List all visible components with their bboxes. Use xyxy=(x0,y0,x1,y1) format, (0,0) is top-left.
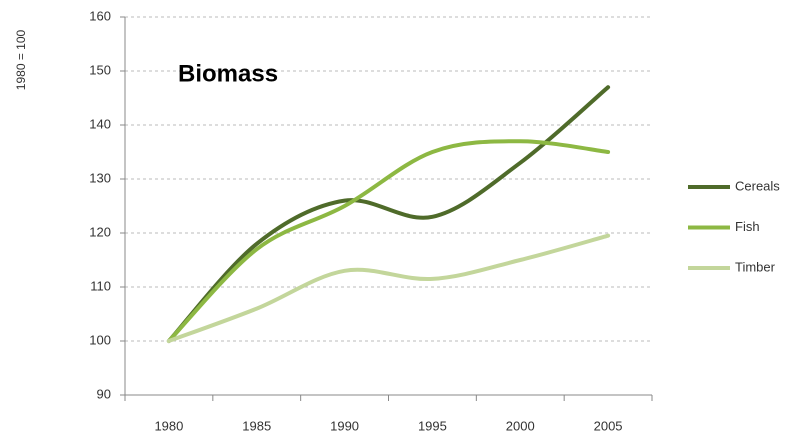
x-tick-label: 2005 xyxy=(594,418,623,433)
y-tick-label: 100 xyxy=(89,332,111,347)
y-tick-label: 120 xyxy=(89,224,111,239)
legend-label: Timber xyxy=(735,259,776,274)
chart-title: Biomass xyxy=(178,60,278,87)
y-tick-label: 140 xyxy=(89,116,111,131)
y-tick-label: 110 xyxy=(90,278,111,293)
x-tick-label: 1990 xyxy=(330,418,359,433)
x-tick-label: 1985 xyxy=(242,418,271,433)
y-axis-label: 1980 = 100 xyxy=(14,29,28,90)
series-line xyxy=(166,139,611,343)
legend-label: Fish xyxy=(735,219,760,234)
series-line xyxy=(166,233,611,343)
x-tick-label: 2000 xyxy=(506,418,535,433)
legend-label: Cereals xyxy=(735,178,780,193)
y-tick-label: 160 xyxy=(89,8,111,23)
y-tick-label: 150 xyxy=(89,62,111,77)
x-tick-label: 1995 xyxy=(418,418,447,433)
series-line xyxy=(166,85,611,343)
x-tick-label: 1980 xyxy=(154,418,183,433)
y-tick-label: 130 xyxy=(89,170,111,185)
y-tick-label: 90 xyxy=(97,386,111,401)
